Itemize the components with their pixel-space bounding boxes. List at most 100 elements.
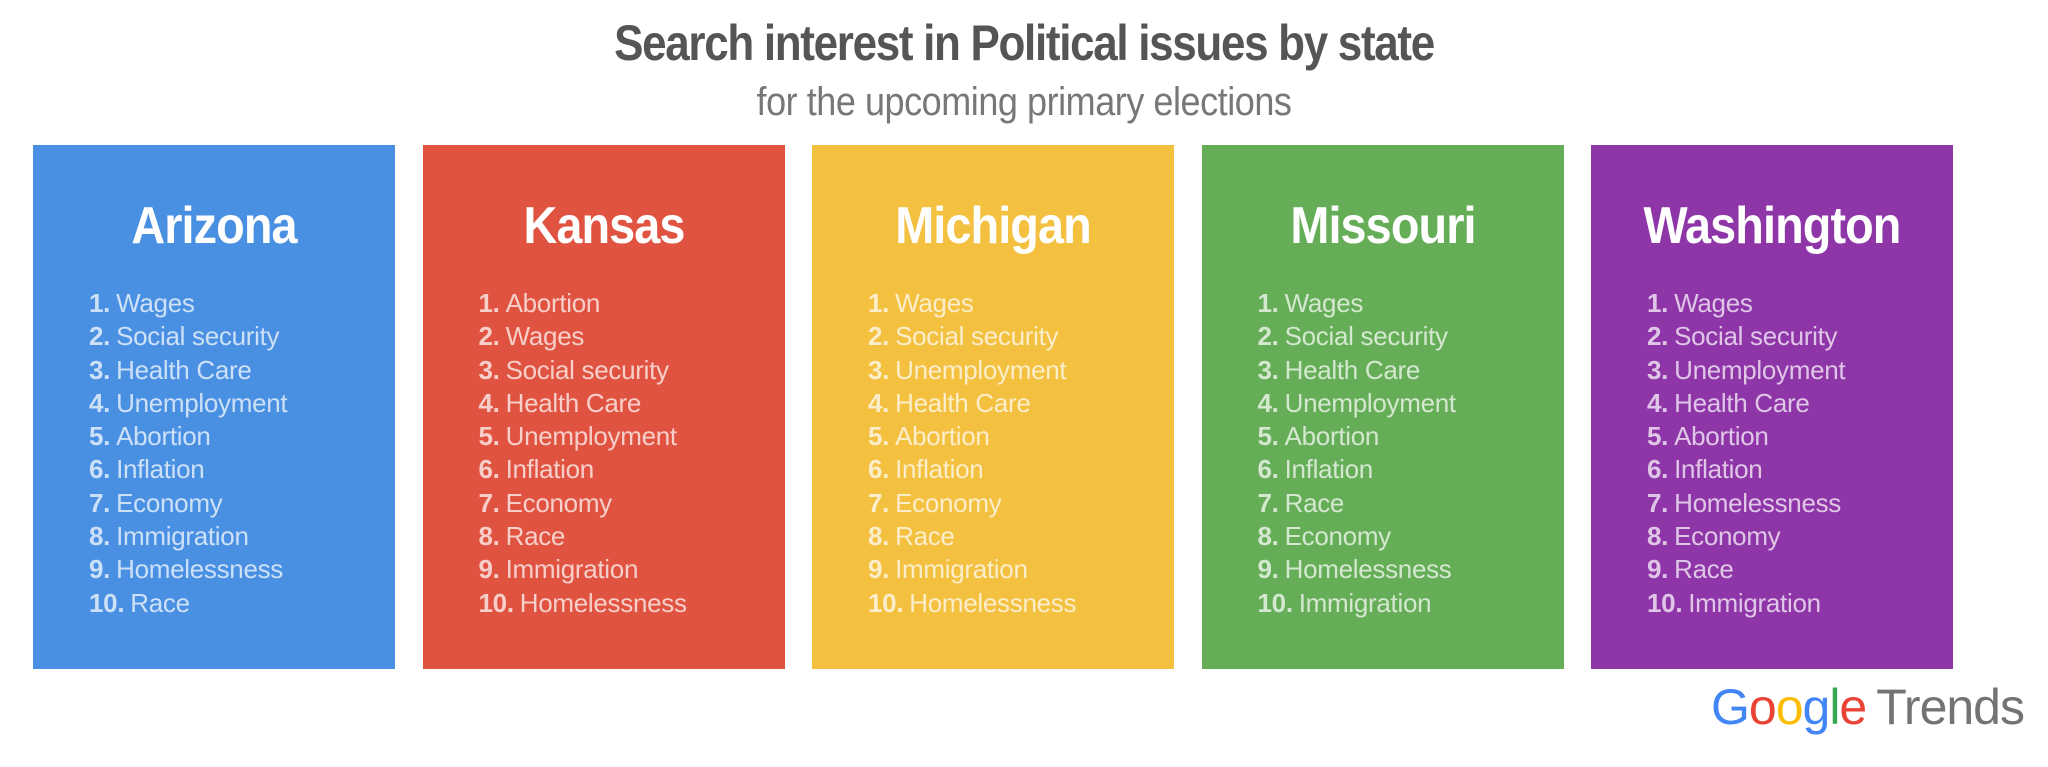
state-name: Missouri — [1289, 197, 1476, 255]
list-item: 4. Unemployment — [89, 387, 288, 420]
list-item: 3. Unemployment — [868, 354, 1076, 387]
list-item: 6. Inflation — [1647, 453, 1845, 486]
list-item: 8. Race — [479, 520, 687, 553]
list-item: 8. Economy — [1258, 520, 1456, 553]
rank-number: 8. — [1257, 521, 1279, 552]
issue-label: Immigration — [116, 521, 249, 552]
logo-letter: o — [1748, 679, 1777, 735]
list-item: 7. Economy — [868, 487, 1076, 520]
rank-number: 3. — [1257, 354, 1279, 385]
list-item: 1. Wages — [1258, 287, 1456, 320]
issue-label: Immigration — [895, 554, 1028, 585]
rank-number: 5. — [478, 421, 500, 452]
issue-label: Economy — [1284, 521, 1392, 552]
state-panel-kansas: Kansas 1. Abortion 2. Wages 3. Social security… — [422, 145, 785, 669]
rank-number: 10. — [868, 587, 904, 618]
state-panel-michigan: Michigan 1. Wages 2. Social security 3. Unempl… — [812, 145, 1174, 669]
rank-number: 3. — [478, 354, 500, 385]
issue-label: Race — [130, 587, 190, 618]
list-item: 8. Immigration — [89, 520, 287, 553]
rank-number: 6. — [868, 454, 890, 485]
rank-number: 10. — [1257, 587, 1294, 618]
logo-letter: l — [1829, 679, 1840, 735]
rank-number: 8. — [1647, 521, 1669, 552]
list-item: 6. Inflation — [1258, 453, 1456, 486]
list-item: 6. Inflation — [479, 453, 687, 486]
issue-label: Unemployment — [1284, 387, 1457, 418]
issue-label: Health Care — [1674, 387, 1810, 418]
logo-letter: o — [1775, 679, 1804, 735]
issue-label: Abortion — [1284, 421, 1380, 452]
issue-label: Health Care — [895, 387, 1031, 418]
rank-number: 4. — [868, 387, 890, 418]
list-item: 3. Health Care — [1258, 354, 1456, 387]
issue-label: Inflation — [1284, 454, 1374, 485]
rank-number: 4. — [1257, 387, 1279, 418]
state-name: Kansas — [522, 197, 685, 255]
issue-label: Economy — [895, 487, 1002, 518]
rank-number: 6. — [89, 454, 111, 485]
list-item: 8. Economy — [1647, 520, 1845, 553]
rank-number: 1. — [89, 288, 111, 318]
rank-number: 9. — [1647, 554, 1669, 585]
rank-number: 2. — [1257, 321, 1279, 352]
rank-number: 3. — [1647, 354, 1669, 385]
issue-label: Unemployment — [505, 421, 678, 452]
rank-number: 7. — [478, 487, 500, 518]
issue-label: Unemployment — [1674, 354, 1846, 385]
list-item: 7. Homelessness — [1647, 487, 1845, 520]
rank-number: 5. — [1257, 421, 1279, 452]
list-item: 4. Health Care — [1647, 387, 1845, 420]
issue-label: Inflation — [116, 454, 205, 485]
state-name: Washington — [1643, 197, 1901, 255]
issue-label: Social security — [1284, 321, 1448, 352]
issue-label: Economy — [1674, 521, 1781, 552]
issue-label: Social security — [505, 354, 669, 385]
rank-number: 10. — [1647, 587, 1683, 618]
rank-number: 7. — [1647, 487, 1669, 518]
rank-number: 6. — [478, 454, 500, 485]
list-item: 5. Unemployment — [479, 420, 687, 453]
issue-list: 1. Wages 2. Social security 3. Unemployment 4.… — [868, 287, 1076, 620]
issue-label: Economy — [116, 487, 223, 518]
logo-letter: G — [1710, 679, 1750, 735]
list-item: 2. Social security — [868, 320, 1076, 353]
list-item: 7. Economy — [89, 487, 287, 520]
issue-label: Immigration — [505, 554, 639, 585]
issue-label: Inflation — [1674, 454, 1763, 485]
list-item: 4. Unemployment — [1257, 387, 1457, 420]
rank-number: 8. — [868, 521, 890, 552]
list-item: 9. Homelessness — [1258, 553, 1456, 586]
list-item: 7. Economy — [479, 487, 687, 520]
issue-label: Economy — [505, 487, 613, 518]
rank-number: 1. — [478, 288, 500, 318]
list-item: 4. Health Care — [868, 387, 1076, 420]
list-item: 5. Abortion — [868, 420, 1076, 453]
state-panel-washington: Washington 1. Wages 2. Social security 3. Unem… — [1591, 145, 1953, 669]
issue-label: Immigration — [1298, 587, 1432, 618]
list-item: 6. Inflation — [868, 453, 1076, 486]
rank-number: 9. — [1257, 554, 1279, 585]
list-item: 3. Social security — [479, 354, 687, 387]
issue-list: 1. Wages 2. Social security 3. Health Care 4. U… — [89, 287, 288, 620]
list-item: 10. Homelessness — [868, 587, 1076, 620]
state-panel-arizona: Arizona 1. Wages 2. Social security 3. Health … — [33, 145, 395, 669]
list-item: 7. Race — [1258, 487, 1456, 520]
issue-label: Homelessness — [116, 554, 284, 585]
list-item: 1. Wages — [868, 287, 1076, 320]
page-subtitle: for the upcoming primary elections — [756, 80, 1292, 124]
rank-number: 4. — [89, 387, 111, 418]
list-item: 2. Social security — [1258, 320, 1456, 353]
issue-list: 1. Wages 2. Social security 3. Unemployment 4.… — [1647, 287, 1846, 620]
list-item: 3. Health Care — [89, 354, 287, 387]
issue-label: Abortion — [1674, 421, 1769, 452]
list-item: 2. Wages — [479, 320, 687, 353]
rank-number: 9. — [89, 554, 111, 585]
issue-label: Health Care — [505, 387, 642, 418]
state-name: Michigan — [895, 197, 1092, 255]
rank-number: 7. — [1257, 487, 1279, 518]
issue-label: Abortion — [505, 288, 601, 318]
rank-number: 6. — [1257, 454, 1279, 485]
rank-number: 8. — [478, 521, 500, 552]
rank-number: 2. — [89, 321, 111, 352]
